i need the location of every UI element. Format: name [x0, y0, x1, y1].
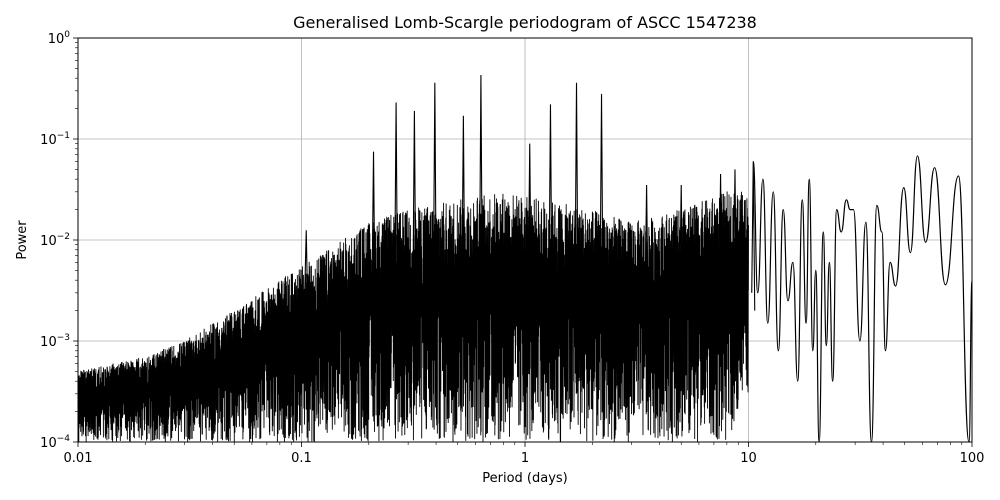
y-tick-exponent: 0: [64, 30, 70, 40]
periodogram-peak: [574, 82, 579, 311]
y-tick-base: 10: [40, 234, 57, 249]
periodogram-peak: [461, 115, 466, 311]
periodogram-peak: [371, 151, 376, 311]
periodogram-peak: [394, 102, 399, 311]
periodogram-peak: [412, 110, 417, 311]
periodogram-peak: [432, 82, 437, 311]
periodogram-peak: [599, 93, 604, 311]
y-tick-label: 10−3: [40, 333, 70, 350]
chart-title: Generalised Lomb-Scargle periodogram of …: [293, 13, 757, 32]
y-axis-label: Power: [15, 220, 30, 260]
periodogram-noise-line: [78, 191, 749, 442]
y-tick-exponent: −2: [57, 232, 70, 242]
y-tick-exponent: −1: [57, 131, 70, 141]
y-tick-base: 10: [40, 133, 57, 148]
x-tick-label: 0.1: [291, 451, 312, 466]
periodogram-peak: [548, 104, 553, 311]
periodogram-peak: [304, 230, 309, 311]
x-tick-label: 1: [521, 451, 529, 466]
x-tick-label: 0.01: [64, 451, 93, 466]
y-tick-label: 10−4: [40, 434, 70, 451]
periodogram-peak: [478, 75, 483, 311]
y-tick-base: 10: [40, 436, 57, 451]
periodogram-series: [78, 75, 972, 442]
y-tick-label: 100: [48, 30, 71, 47]
y-tick-base: 10: [40, 335, 57, 350]
periodogram-peak: [679, 185, 684, 311]
periodogram-peak: [644, 185, 649, 311]
periodogram-long-period-line: [752, 155, 972, 442]
x-axis-label: Period (days): [482, 471, 568, 486]
periodogram-peak: [732, 169, 738, 311]
y-tick-base: 10: [48, 32, 65, 47]
periodogram-peak: [527, 143, 532, 311]
x-tick-label: 100: [960, 451, 985, 466]
y-tick-label: 10−2: [40, 232, 70, 249]
periodogram-peak: [718, 174, 723, 311]
y-tick-exponent: −4: [57, 434, 71, 444]
x-tick-label: 10: [740, 451, 757, 466]
y-tick-exponent: −3: [57, 333, 70, 343]
y-tick-label: 10−1: [40, 131, 70, 148]
